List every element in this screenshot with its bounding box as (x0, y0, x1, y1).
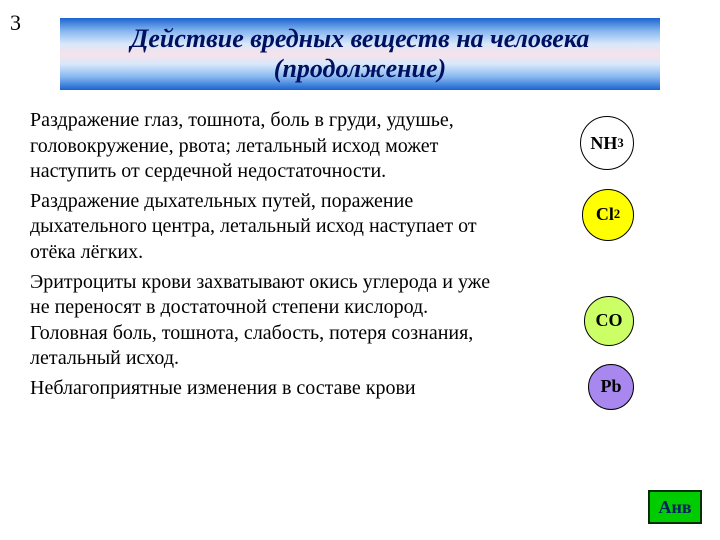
content-row: Раздражение глаз, тошнота, боль в груди,… (30, 108, 690, 185)
slide-title: Действие вредных веществ на человека (пр… (60, 18, 660, 90)
effect-text: Раздражение глаз, тошнота, боль в груди,… (30, 108, 510, 185)
content-body: Раздражение глаз, тошнота, боль в груди,… (30, 108, 690, 406)
effect-text: Раздражение дыхательных путей, поражение… (30, 189, 510, 266)
substance-bubble: Cl2 (582, 189, 634, 241)
effect-text: Эритроциты крови захватывают окись углер… (30, 270, 510, 372)
content-row: Раздражение дыхательных путей, поражение… (30, 189, 690, 266)
effect-text: Неблагоприятные изменения в составе кров… (30, 376, 510, 402)
slide-number: 3 (10, 10, 21, 36)
substance-bubble: NH3 (580, 116, 634, 170)
substance-bubble: Pb (588, 364, 634, 410)
substance-bubble: CO (584, 296, 634, 346)
content-row: Неблагоприятные изменения в составе кров… (30, 376, 690, 402)
content-row: Эритроциты крови захватывают окись углер… (30, 270, 690, 372)
nav-button[interactable]: Анв (648, 490, 702, 524)
